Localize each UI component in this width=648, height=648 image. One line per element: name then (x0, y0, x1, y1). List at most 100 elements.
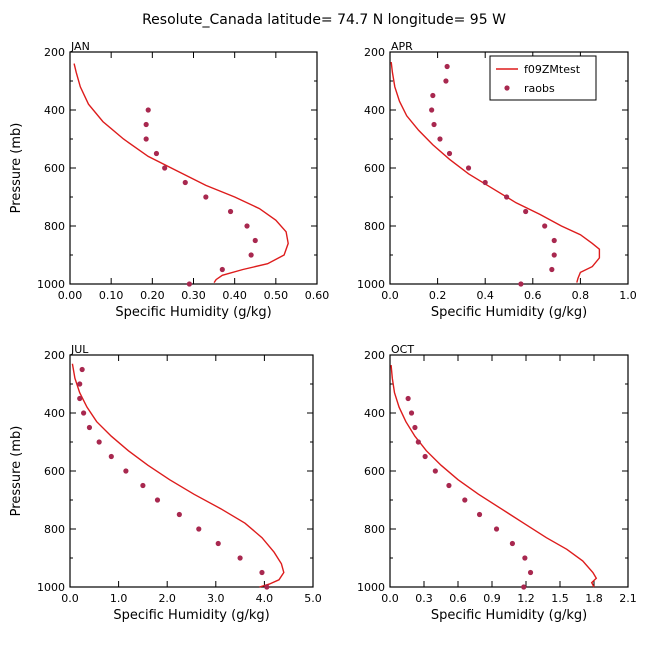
data-point-raobs (462, 497, 468, 503)
data-point-raobs (108, 453, 114, 460)
data-point-raobs (86, 424, 93, 431)
plot-frame (389, 354, 629, 588)
y-tick-label: 1000 (37, 581, 65, 594)
data-point-raobs (162, 165, 168, 171)
data-point-raobs (443, 78, 449, 84)
panel-label: JUL (70, 343, 89, 356)
data-point-raobs (182, 179, 188, 186)
x-tick-label: 1.2 (517, 592, 535, 605)
x-tick-label: 0.6 (449, 592, 467, 605)
y-tick-label: 800 (44, 523, 65, 536)
panel-label: APR (391, 40, 413, 53)
x-tick-label: 2.0 (158, 592, 176, 605)
x-tick-label: 0.9 (483, 592, 501, 605)
x-tick-label: 4.0 (256, 592, 274, 605)
data-point-raobs (432, 468, 438, 474)
x-tick-label: 0.0 (61, 592, 79, 605)
panel-jan: JAN 0.00 0.10 0.20 0.30 0.40 0.50 0.60 200 400 600… (9, 40, 329, 320)
data-point-raobs (509, 540, 515, 547)
x-tick-label: 3.0 (207, 592, 225, 605)
data-point-raobs (542, 223, 548, 229)
data-point-raobs (77, 381, 83, 387)
y-tick-label: 200 (364, 349, 385, 362)
y-tick-label: 1000 (357, 581, 385, 594)
data-point-raobs (444, 63, 450, 70)
plot-frame (69, 51, 318, 285)
y-tick-label: 600 (44, 162, 65, 175)
x-tick-label: 2.1 (619, 592, 637, 605)
x-tick-label: 1.0 (110, 592, 128, 605)
x-tick-label: 0.4 (476, 289, 494, 302)
y-tick-label: 400 (364, 407, 385, 420)
x-tick-label: 0.00 (58, 289, 83, 302)
series-line-f09zmtest (73, 63, 289, 283)
x-tick-label: 0.10 (99, 289, 124, 302)
data-point-raobs (252, 237, 258, 244)
y-tick-label: 200 (364, 46, 385, 59)
data-point-raobs (422, 453, 428, 460)
data-point-raobs (408, 410, 415, 416)
legend: f09ZMtest raobs (489, 55, 597, 101)
data-point-raobs (523, 208, 529, 215)
data-point-raobs (476, 511, 483, 518)
data-point-raobs (551, 252, 557, 258)
y-tick-label: 400 (364, 104, 385, 117)
data-point-raobs (482, 179, 488, 186)
x-tick-label: 0.50 (264, 289, 289, 302)
data-point-raobs (415, 439, 421, 445)
data-point-raobs (145, 107, 151, 113)
data-point-raobs (551, 237, 557, 244)
data-point-raobs (244, 223, 250, 229)
legend-label-obs: raobs (524, 82, 555, 95)
y-tick-label: 200 (44, 349, 65, 362)
y-tick-label: 800 (364, 220, 385, 233)
x-tick-label: 0.30 (181, 289, 206, 302)
x-tick-label: 0.6 (524, 289, 542, 302)
x-tick-label: 0.2 (429, 289, 447, 302)
panel-oct: OCT 0.0 0.3 0.6 0.9 1.2 1.5 1.8 2.1 200 400 600 800 1… (357, 343, 637, 623)
data-point-raobs (521, 584, 527, 590)
x-tick-label: 0.3 (415, 592, 433, 605)
x-tick-label: 0.60 (305, 289, 330, 302)
y-axis-label: Pressure (mb) (9, 123, 24, 214)
legend-dot-swatch (504, 85, 510, 91)
series-line-f09zmtest (390, 365, 598, 588)
data-point-raobs (446, 482, 452, 489)
data-point-raobs (248, 252, 254, 258)
series-line-f09zmtest (390, 62, 601, 283)
y-tick-label: 1000 (357, 278, 385, 291)
x-tick-label: 0.40 (222, 289, 247, 302)
legend-box (489, 55, 597, 101)
x-tick-label: 1.8 (585, 592, 603, 605)
data-point-raobs (504, 194, 510, 200)
x-tick-label: 0.0 (381, 592, 399, 605)
data-point-raobs (412, 424, 418, 431)
data-point-raobs (237, 555, 243, 561)
x-axis-label: Specific Humidity (g/kg) (115, 305, 271, 320)
plot-frame (69, 354, 314, 588)
data-point-raobs (77, 395, 83, 402)
panel-jul: JUL 0.0 1.0 2.0 3.0 4.0 5.0 200 400 600 800 1000 Spe… (9, 343, 322, 623)
data-point-raobs (153, 150, 160, 157)
y-tick-label: 1000 (37, 278, 65, 291)
data-point-raobs (96, 439, 102, 445)
legend-label-model: f09ZMtest (524, 63, 581, 76)
y-tick-label: 400 (44, 104, 65, 117)
data-point-raobs (518, 281, 524, 287)
x-axis-label: Specific Humidity (g/kg) (431, 608, 587, 623)
panel-label: JAN (70, 40, 90, 53)
data-point-raobs (186, 281, 192, 287)
series-line-f09zmtest (71, 363, 285, 588)
y-tick-label: 600 (364, 162, 385, 175)
data-point-raobs (429, 107, 435, 113)
data-point-raobs (259, 569, 265, 576)
panel-apr: APR 0.0 0.2 0.4 0.6 0.8 1.0 200 400 600 800 1000 Spe… (357, 40, 637, 320)
y-axis-label: Pressure (mb) (9, 426, 24, 517)
data-point-raobs (219, 266, 225, 273)
data-point-raobs (465, 165, 472, 171)
data-point-raobs (81, 410, 87, 416)
data-point-raobs (79, 366, 85, 373)
data-point-raobs (549, 266, 555, 273)
data-point-raobs (123, 468, 129, 474)
